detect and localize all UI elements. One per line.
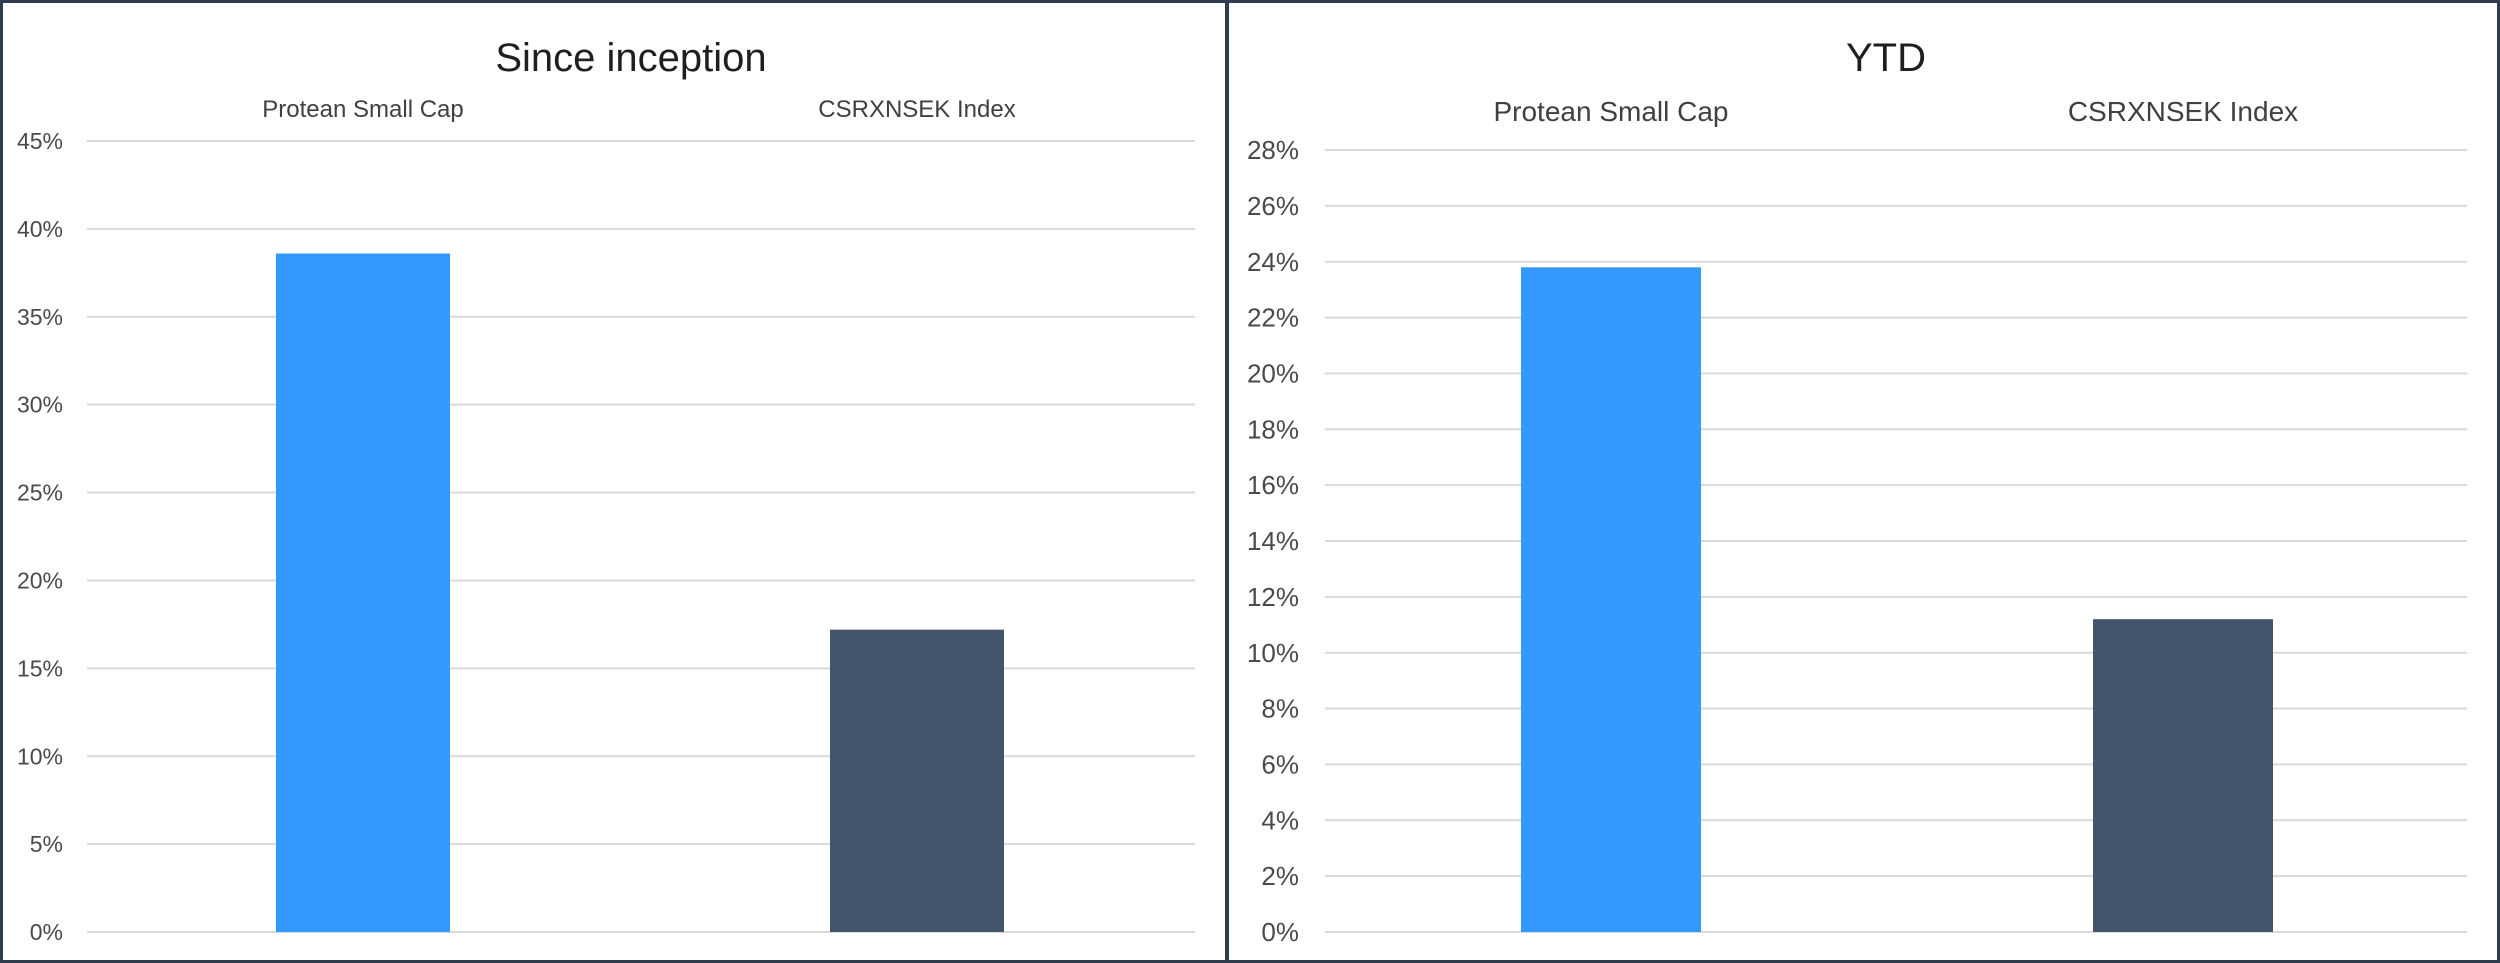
y-tick-label: 30% [17, 392, 63, 418]
y-tick-label: 20% [1247, 359, 1299, 389]
y-tick-label: 10% [17, 743, 63, 769]
category-label-csrxnsek-index: CSRXNSEK Index [2068, 96, 2298, 127]
ytd-chart-panel: YTD 0% 2% 4% 6% 8% 10% 12% 14% 16% 18% 20% 22% 24% 26%… [1226, 0, 2500, 963]
y-tick-label: 40% [17, 216, 63, 242]
y-tick-label: 12% [1247, 582, 1299, 612]
category-label-protean-small-cap: Protean Small Cap [1493, 96, 1728, 127]
category-label-csrxnsek-index: CSRXNSEK Index [818, 96, 1015, 123]
y-axis: 0% 2% 4% 6% 8% 10% 12% 14% 16% 18% 20% 22% 24% 26% 28% [1247, 135, 1299, 947]
y-tick-label: 0% [1261, 917, 1299, 947]
ytd-chart: YTD 0% 2% 4% 6% 8% 10% 12% 14% 16% 18% 20% 22% 24% 26%… [1247, 36, 2467, 947]
chart-title: Since inception [495, 36, 766, 80]
y-axis: 0% 5% 10% 15% 20% 25% 30% 35% 40% 45% [17, 128, 63, 945]
y-tick-label: 15% [17, 655, 63, 681]
category-label-protean-small-cap: Protean Small Cap [262, 96, 463, 123]
y-tick-label: 22% [1247, 303, 1299, 333]
y-tick-label: 45% [17, 128, 63, 154]
bar-protean-small-cap [1521, 267, 1701, 932]
y-tick-label: 8% [1261, 694, 1299, 724]
y-tick-label: 4% [1261, 805, 1299, 835]
y-tick-label: 35% [17, 304, 63, 330]
y-tick-label: 14% [1247, 526, 1299, 556]
bar-protean-small-cap [276, 253, 450, 932]
y-tick-label: 25% [17, 480, 63, 506]
y-tick-label: 2% [1261, 861, 1299, 891]
bars [1521, 267, 2273, 932]
gridlines [87, 140, 1195, 933]
y-tick-label: 26% [1247, 191, 1299, 221]
y-tick-label: 24% [1247, 247, 1299, 277]
y-tick-label: 10% [1247, 638, 1299, 668]
y-tick-label: 0% [30, 919, 63, 945]
bar-csrxnsek-index [830, 629, 1004, 932]
bars [276, 253, 1004, 932]
y-tick-label: 28% [1247, 135, 1299, 165]
bar-csrxnsek-index [2093, 619, 2273, 932]
y-tick-label: 5% [30, 831, 63, 857]
y-tick-label: 18% [1247, 414, 1299, 444]
chart-title: YTD [1846, 36, 1926, 80]
y-tick-label: 16% [1247, 470, 1299, 500]
gridlines [1325, 149, 2467, 933]
y-tick-label: 6% [1261, 750, 1299, 780]
y-tick-label: 20% [17, 567, 63, 593]
since-inception-chart: Since inception 0% 5% 10% 15% 20% 25% 30% 35% 40%… [17, 36, 1195, 945]
since-inception-chart-panel: Since inception 0% 5% 10% 15% 20% 25% 30% 35% 40%… [0, 0, 1228, 963]
